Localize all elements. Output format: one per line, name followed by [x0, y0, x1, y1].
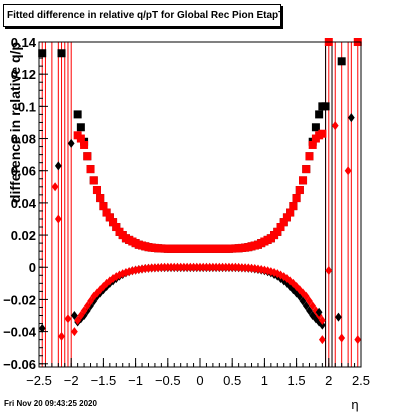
data-point [74, 315, 82, 325]
y-tick-label: 0.08 [11, 132, 36, 147]
data-point [331, 121, 339, 131]
data-point [306, 306, 313, 316]
data-point [109, 218, 118, 227]
x-tick-label: 1.5 [288, 373, 306, 388]
y-tick-label: 0 [29, 260, 36, 275]
y-tick-label: 0.1 [18, 99, 36, 114]
y-tick-label: 0.04 [11, 196, 37, 211]
x-tick-label: 0.5 [223, 373, 241, 388]
data-point [71, 311, 78, 321]
x-tick-label: −1 [128, 373, 143, 388]
data-point [76, 134, 85, 143]
chart-title: Fitted difference in relative q/pT for G… [3, 4, 281, 27]
data-point [105, 213, 114, 222]
data-point [38, 49, 47, 58]
y-tick-label: −0.02 [3, 292, 36, 307]
data-point [96, 194, 105, 203]
data-point [54, 161, 62, 171]
data-point [318, 320, 326, 330]
data-point [276, 223, 285, 232]
data-point [321, 102, 330, 111]
y-tick-label: −0.04 [3, 325, 37, 340]
data-point [83, 301, 91, 311]
x-tick-label: 0 [196, 373, 203, 388]
data-point [87, 296, 94, 306]
x-tick-label: 2.5 [352, 373, 370, 388]
data-point [338, 333, 346, 343]
data-point [315, 110, 324, 119]
x-axis-ticks: −2.5 −2 −1.5 −1 −0.5 0 0.5 1 1.5 2 2.5 [26, 358, 370, 388]
data-point [273, 227, 282, 236]
data-point [344, 166, 352, 176]
x-tick-label: 1 [261, 373, 268, 388]
data-point [286, 208, 295, 217]
x-axis-label: η [351, 397, 358, 412]
data-point [67, 138, 75, 148]
y-tick-label: 0.12 [11, 67, 36, 82]
timestamp: Fri Nov 20 09:43:25 2020 [4, 399, 97, 408]
data-point [102, 208, 111, 217]
data-point [76, 123, 85, 132]
x-tick-label: −2 [64, 373, 79, 388]
data-point [311, 123, 320, 132]
data-point [38, 323, 46, 333]
data-point [92, 186, 101, 195]
data-point [354, 335, 362, 345]
data-point [299, 176, 308, 185]
x-tick-label: −2.5 [26, 373, 52, 388]
data-point [337, 57, 346, 66]
data-point [305, 152, 314, 161]
data-point [57, 49, 66, 58]
data-point [80, 306, 88, 316]
data-point [77, 311, 85, 321]
data-point [306, 296, 313, 306]
data-point [309, 301, 317, 311]
data-point [302, 165, 311, 174]
y-axis-ticks: −0.06 −0.04 −0.02 0 0.02 0.04 0.06 0.08 0.1 0.12 0… [3, 35, 48, 372]
data-point [302, 301, 310, 311]
data-point [308, 140, 317, 149]
data-point [302, 291, 310, 301]
data-point [315, 307, 323, 317]
data-point [282, 213, 291, 222]
data-point [80, 140, 89, 149]
data-point [83, 152, 92, 161]
data-point [89, 176, 98, 185]
y-tick-label: −0.06 [3, 357, 36, 372]
data-point [335, 312, 342, 322]
data-point [71, 327, 78, 337]
data-point [318, 315, 326, 325]
data-point [64, 314, 72, 324]
data-point [86, 165, 95, 174]
data-point [51, 182, 59, 192]
error-bars [41, 42, 359, 367]
y-tick-label: 0.06 [11, 164, 36, 179]
data-point [289, 202, 298, 211]
data-point [292, 194, 301, 203]
x-tick-label: −0.5 [155, 373, 181, 388]
x-tick-label: 2 [325, 373, 332, 388]
data-point [73, 110, 82, 119]
data-point [299, 296, 307, 306]
data-point [99, 202, 108, 211]
data-point [112, 223, 121, 232]
y-tick-label: 0.14 [11, 35, 37, 50]
data-point [58, 331, 65, 341]
data-marks [38, 38, 362, 345]
y-tick-label: 0.02 [11, 228, 36, 243]
data-point [325, 265, 333, 275]
data-point [279, 218, 288, 227]
x-tick-label: −1.5 [91, 373, 117, 388]
data-point [318, 335, 326, 345]
data-point [347, 113, 355, 123]
data-point [295, 186, 304, 195]
y-axis-label: difference in relative q/p [7, 42, 23, 203]
data-point [318, 129, 327, 138]
data-point [54, 214, 62, 224]
